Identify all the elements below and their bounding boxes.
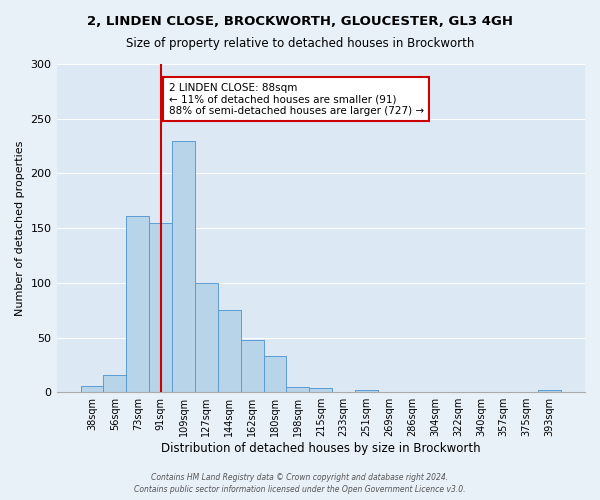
Text: Contains HM Land Registry data © Crown copyright and database right 2024.
Contai: Contains HM Land Registry data © Crown c… [134,473,466,494]
Bar [127,216,149,392]
Bar [103,374,127,392]
Text: 2 LINDEN CLOSE: 88sqm
← 11% of detached houses are smaller (91)
88% of semi-deta: 2 LINDEN CLOSE: 88sqm ← 11% of detached … [169,82,424,116]
Bar [218,310,241,392]
Bar [80,386,103,392]
Bar [172,140,195,392]
Bar [310,388,332,392]
Bar [263,356,286,392]
Y-axis label: Number of detached properties: Number of detached properties [15,140,25,316]
X-axis label: Distribution of detached houses by size in Brockworth: Distribution of detached houses by size … [161,442,481,455]
Bar [149,222,172,392]
Bar [355,390,378,392]
Bar [195,283,218,392]
Text: 2, LINDEN CLOSE, BROCKWORTH, GLOUCESTER, GL3 4GH: 2, LINDEN CLOSE, BROCKWORTH, GLOUCESTER,… [87,15,513,28]
Bar [538,390,561,392]
Bar [241,340,263,392]
Text: Size of property relative to detached houses in Brockworth: Size of property relative to detached ho… [126,38,474,51]
Bar [286,386,310,392]
